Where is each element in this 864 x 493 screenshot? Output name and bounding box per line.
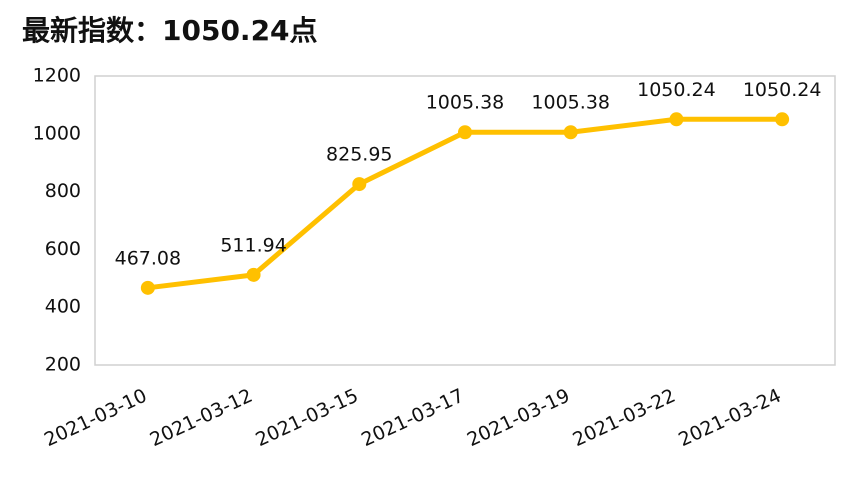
y-tick-label: 400 (45, 296, 81, 318)
data-label: 467.08 (115, 247, 181, 269)
point (140, 280, 155, 295)
y-tick-label: 200 (45, 354, 81, 376)
chart-title: 最新指数：1050.24点 (22, 14, 318, 47)
y-tick-label: 1000 (33, 122, 81, 144)
data-label: 1005.38 (531, 92, 610, 114)
plot-frame (94, 75, 836, 366)
data-label: 1050.24 (743, 79, 822, 101)
point (775, 112, 790, 127)
x-tick-label: 2021-03-19 (464, 385, 573, 452)
point (246, 267, 261, 282)
data-label: 825.95 (326, 144, 392, 166)
x-tick-label: 2021-03-22 (569, 385, 678, 452)
y-tick-label: 800 (45, 180, 81, 202)
point (352, 177, 367, 192)
data-label: 1005.38 (426, 92, 505, 114)
point (458, 125, 472, 140)
x-tick-label: 2021-03-17 (358, 385, 467, 452)
line (147, 116, 783, 291)
x-tick-label: 2021-03-15 (252, 385, 361, 452)
point (669, 112, 684, 127)
x-tick-label: 2021-03-12 (147, 385, 256, 452)
y-tick-label: 600 (45, 238, 81, 260)
data-label: 511.94 (220, 234, 286, 256)
point (563, 125, 578, 140)
x-tick-label: 2021-03-10 (41, 385, 150, 452)
data-label: 1050.24 (637, 79, 716, 101)
x-tick-label: 2021-03-24 (675, 385, 784, 452)
y-tick-label: 1200 (33, 65, 81, 87)
